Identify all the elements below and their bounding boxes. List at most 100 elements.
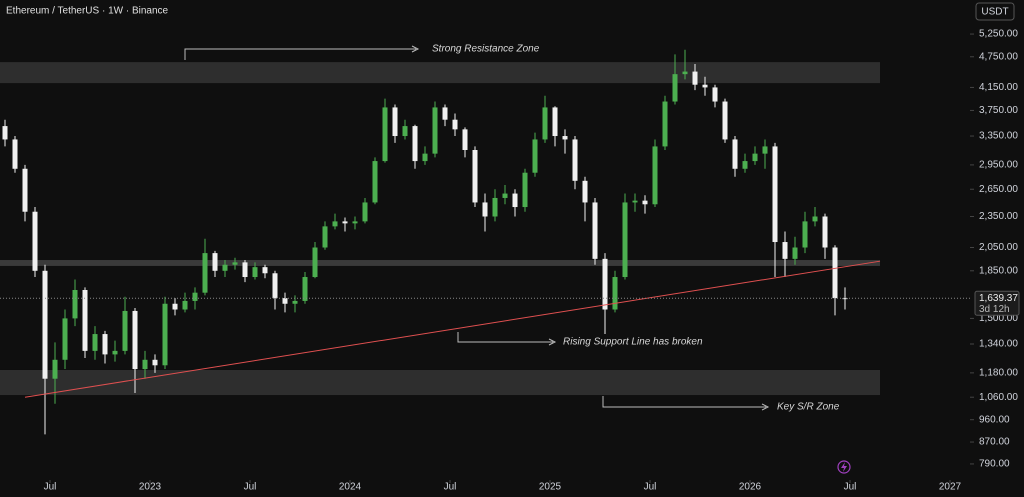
arrow <box>184 48 416 60</box>
candle-body <box>322 226 328 248</box>
candle-body <box>682 71 688 75</box>
candle-body <box>202 253 208 293</box>
y-tick-label: 870.00 <box>979 437 1010 448</box>
candle-body <box>712 87 718 102</box>
candle-body <box>162 303 168 366</box>
y-tick-label: 790.00 <box>979 459 1010 470</box>
y-tick-label: 1,060.00 <box>979 392 1018 403</box>
candle-body <box>512 193 518 208</box>
y-tick-label: 1,340.00 <box>979 339 1018 350</box>
candle-body <box>752 153 758 162</box>
candle-body <box>352 221 358 224</box>
candle-body <box>612 277 618 310</box>
arrow-head <box>761 403 770 411</box>
x-tick-label: 2026 <box>739 482 762 493</box>
trendline <box>24 260 881 398</box>
candle-body <box>472 150 478 203</box>
candle-body <box>252 267 258 278</box>
currency-box[interactable] <box>975 2 1015 21</box>
candle-body <box>442 107 448 120</box>
candle-body <box>522 172 528 208</box>
candle-body <box>562 136 568 140</box>
candle-body <box>812 216 818 222</box>
candle-body <box>392 107 398 137</box>
annotation: Strong Resistance Zone <box>432 44 540 55</box>
candle-body <box>502 193 508 198</box>
candle-body <box>272 273 278 299</box>
y-tick-label: 2,050.00 <box>979 242 1018 253</box>
candle-body <box>702 84 708 88</box>
candle-body <box>302 277 308 301</box>
lightning-icon[interactable] <box>837 460 851 474</box>
candle-body <box>12 139 18 169</box>
y-tick-label: 2,950.00 <box>979 160 1018 171</box>
x-tick-label: 2027 <box>939 482 962 493</box>
zone <box>0 62 880 84</box>
arrow <box>457 332 553 343</box>
candle-body <box>412 126 418 162</box>
annotation: Key S/R Zone <box>777 402 840 413</box>
arrow <box>602 396 766 408</box>
arrow-head <box>411 45 420 53</box>
candle-body <box>552 107 558 137</box>
candle-body <box>542 107 548 140</box>
last-price-tag <box>974 290 1020 316</box>
candle-body <box>192 292 198 301</box>
candle-body <box>52 359 58 379</box>
candle-body <box>662 101 668 147</box>
annotation: Rising Support Line has broken <box>563 337 703 348</box>
x-tick-label: Jul <box>444 482 457 493</box>
candle-body <box>2 126 8 140</box>
x-tick-label: 2024 <box>339 482 362 493</box>
candle-body <box>212 253 218 271</box>
y-tick-label: 4,150.00 <box>979 82 1018 93</box>
candle-body <box>262 267 268 274</box>
y-tick-label: 4,750.00 <box>979 51 1018 62</box>
candle-body <box>772 146 778 243</box>
candle-body <box>722 101 728 140</box>
candle-body <box>492 197 498 217</box>
candle-body <box>232 262 238 265</box>
candle-body <box>582 180 588 203</box>
candle-body <box>382 107 388 162</box>
candle-body <box>802 221 808 248</box>
candle-body <box>312 247 318 278</box>
candle-body <box>632 200 638 203</box>
plot <box>0 49 970 435</box>
candle-body <box>282 298 288 304</box>
candle-body <box>72 289 78 319</box>
y-tick-label: 5,250.00 <box>979 29 1018 40</box>
candle-body <box>332 221 338 227</box>
candle-body <box>132 310 138 370</box>
y-tick-label: 3,750.00 <box>979 105 1018 116</box>
candle-body <box>832 247 838 299</box>
x-tick-label: 2025 <box>539 482 562 493</box>
candle-body <box>642 200 648 205</box>
y-tick-label: 3,350.00 <box>979 131 1018 142</box>
countdown: 3d 12h <box>979 304 1010 315</box>
zone <box>0 369 880 396</box>
candle-body <box>622 202 628 278</box>
currency[interactable]: USDT <box>981 7 1008 18</box>
candle-body <box>292 300 298 304</box>
candle-body <box>422 153 428 162</box>
candle-body <box>732 139 738 169</box>
candle-body <box>142 359 148 370</box>
candle-body <box>742 161 748 169</box>
candle-body <box>692 71 698 85</box>
candle-body <box>462 129 468 151</box>
y-tick-label: 1,500.00 <box>979 313 1018 324</box>
candle-body <box>822 216 828 248</box>
candle-body <box>62 318 68 360</box>
candle-body <box>602 258 608 310</box>
candle-body <box>182 300 188 310</box>
candle-body <box>482 202 488 217</box>
y-tick-label: 2,650.00 <box>979 184 1018 195</box>
candle-body <box>432 107 438 154</box>
candle-body <box>112 350 118 355</box>
candle-body <box>572 139 578 181</box>
candle-body <box>652 146 658 205</box>
x-tick-label: Jul <box>644 482 657 493</box>
candle-body <box>342 221 348 224</box>
